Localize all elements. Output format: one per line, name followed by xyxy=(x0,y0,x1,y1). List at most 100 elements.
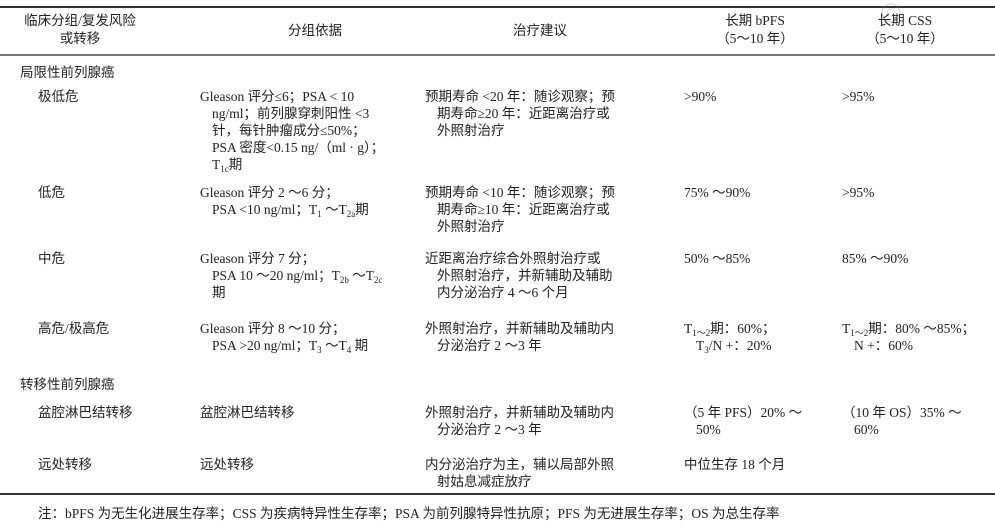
row-group: 高危/极高危 xyxy=(38,321,110,336)
basis-cell: Gleason 评分 2 ～6 分； PSA <10 ng/ml；T1 ～T2a期 xyxy=(200,184,415,219)
cell-line: Gleason 评分≤6；PSA < 10 xyxy=(200,89,355,104)
row-group: 中危 xyxy=(38,251,65,266)
table-note: 注：bPFS 为无生化进展生存率；CSS 为疾病特异性生存率；PSA 为前列腺特… xyxy=(38,506,780,521)
row-group: 盆腔淋巴结转移 xyxy=(38,405,133,420)
cell-line: 射姑息减症放疗 xyxy=(437,474,532,489)
cell-line: >95% xyxy=(842,185,875,200)
treatment-cell: 外照射治疗，并新辅助及辅助内分泌治疗 2 ～3 年 xyxy=(425,320,670,354)
cell-line: 外照射治疗，并新辅助及辅助内 xyxy=(425,321,614,336)
cell-line: 内分泌治疗 4 ～6 个月 xyxy=(437,285,569,300)
subscript: 3 xyxy=(704,345,709,355)
subscript: 2b xyxy=(339,275,349,285)
basis-cell: 远处转移 xyxy=(200,456,415,473)
subscript: 2a xyxy=(346,209,356,219)
header-col2: 分组依据 xyxy=(255,22,375,40)
cell-line: （5 年 PFS）20% ～ xyxy=(684,405,803,420)
bottom-rule xyxy=(0,493,995,495)
subscript: 1c xyxy=(220,164,229,174)
basis-cell: Gleason 评分≤6；PSA < 10 ng/ml；前列腺穿刺阳性 <3 针，每… xyxy=(200,88,415,174)
header-text: 长期 bPFS xyxy=(725,13,785,28)
cell-line: 中位生存 18 个月 xyxy=(684,457,786,472)
cell-line: T3/N +：20% xyxy=(696,338,772,355)
cell-line: 50% ～85% xyxy=(684,251,751,266)
cell-line: 近距离治疗综合外照射治疗或 xyxy=(425,251,601,266)
watermark-logo xyxy=(881,3,901,23)
cell-line: 盆腔淋巴结转移 xyxy=(200,405,295,420)
cell-line: 期 xyxy=(212,285,226,300)
header-col4: 长期 bPFS （5～10 年） xyxy=(690,12,820,48)
header-text: （5～10 年） xyxy=(716,31,794,46)
cell-line: 针，每针肿瘤成分≤50%； xyxy=(212,123,366,138)
cell-line: （10 年 OS）35% ～ xyxy=(842,405,962,420)
cell-line: 60% xyxy=(854,422,879,437)
cell-line: 远处转移 xyxy=(200,457,254,472)
cell-line: ng/ml；前列腺穿刺阳性 <3 xyxy=(212,106,370,121)
cell-line: 外照射治疗 xyxy=(437,219,505,234)
cell-line: T1c期 xyxy=(212,157,243,174)
treatment-cell: 内分泌治疗为主，辅以局部外照射姑息减症放疗 xyxy=(425,456,670,490)
css-cell: T1～2期：80% ～85%； N +：60% xyxy=(842,320,992,354)
cell-line: 预期寿命 <10 年：随诊观察；预 xyxy=(425,185,615,200)
bpfs-cell: >90% xyxy=(684,88,834,105)
header-col1: 临床分组/复发风险 或转移 xyxy=(10,12,150,48)
header-text: 长期 CSS xyxy=(877,13,933,28)
section-title: 局限性前列腺癌 xyxy=(20,65,115,80)
cell-line: 分泌治疗 2 ～3 年 xyxy=(437,338,542,353)
header-text: （5～10 年） xyxy=(866,31,944,46)
subscript: 1～2 xyxy=(850,328,869,338)
row-group: 低危 xyxy=(38,185,65,200)
header-col5: 长期 CSS （5～10 年） xyxy=(840,12,970,48)
cell-line: Gleason 评分 7 分； xyxy=(200,251,316,266)
css-cell: （10 年 OS）35% ～ 60% xyxy=(842,404,992,438)
subscript: 3 xyxy=(317,345,322,355)
subscript: 1 xyxy=(317,209,322,219)
cell-line: 外照射治疗，并新辅助及辅助内 xyxy=(425,405,614,420)
cell-line: PSA 10 ～20 ng/ml；T2b ～T2c xyxy=(212,268,383,285)
cell-line: 内分泌治疗为主，辅以局部外照 xyxy=(425,457,614,472)
cell-line: PSA >20 ng/ml；T3 ～T4 期 xyxy=(212,338,369,355)
bpfs-cell: （5 年 PFS）20% ～ 50% xyxy=(684,404,834,438)
basis-cell: Gleason 评分 7 分； PSA 10 ～20 ng/ml；T2b ～T2c… xyxy=(200,250,415,301)
treatment-cell: 预期寿命 <10 年：随诊观察；预期寿命≥10 年：近距离治疗或 外照射治疗 xyxy=(425,184,670,235)
cell-line: 50% xyxy=(696,422,721,437)
row-group: 极低危 xyxy=(38,89,79,104)
subscript: 1～2 xyxy=(692,328,711,338)
header-text: 或转移 xyxy=(59,31,101,46)
header-text: 分组依据 xyxy=(288,23,342,38)
cell-line: 期寿命≥20 年：近距离治疗或 xyxy=(437,106,610,121)
cell-line: 85% ～90% xyxy=(842,251,909,266)
cell-line: 外照射治疗，并新辅助及辅助 xyxy=(437,268,613,283)
cell-line: 期寿命≥10 年：近距离治疗或 xyxy=(437,202,610,217)
header-rule xyxy=(0,54,995,56)
basis-cell: 盆腔淋巴结转移 xyxy=(200,404,415,421)
cell-line: Gleason 评分 2 ～6 分； xyxy=(200,185,339,200)
css-cell: >95% xyxy=(842,88,992,105)
treatment-cell: 预期寿命 <20 年：随诊观察；预期寿命≥20 年：近距离治疗或 外照射治疗 xyxy=(425,88,670,139)
cell-line: T1～2期：60%； xyxy=(684,321,776,338)
treatment-cell: 近距离治疗综合外照射治疗或外照射治疗，并新辅助及辅助 内分泌治疗 4 ～6 个月 xyxy=(425,250,670,301)
subscript: 4 xyxy=(346,345,352,355)
row-group: 远处转移 xyxy=(38,457,92,472)
subscript: 2c xyxy=(374,275,383,285)
cell-line: 外照射治疗 xyxy=(437,123,505,138)
basis-cell: Gleason 评分 8 ～10 分； PSA >20 ng/ml；T3 ～T4 … xyxy=(200,320,415,355)
bpfs-cell: T1～2期：60%； T3/N +：20% xyxy=(684,320,834,355)
section-title: 转移性前列腺癌 xyxy=(20,377,115,392)
cell-line: N +：60% xyxy=(854,338,913,353)
cell-line: 75% ～90% xyxy=(684,185,751,200)
cell-line: >90% xyxy=(684,89,717,104)
cell-line: PSA 密度<0.15 ng/（ml · g）； xyxy=(212,140,385,155)
bpfs-cell: 中位生存 18 个月 xyxy=(684,456,834,473)
cell-line: 预期寿命 <20 年：随诊观察；预 xyxy=(425,89,615,104)
treatment-cell: 外照射治疗，并新辅助及辅助内分泌治疗 2 ～3 年 xyxy=(425,404,670,438)
cell-line: >95% xyxy=(842,89,875,104)
top-rule xyxy=(0,6,995,8)
header-text: 治疗建议 xyxy=(513,23,567,38)
cell-line: T1～2期：80% ～85%； xyxy=(842,321,976,338)
cell-line: Gleason 评分 8 ～10 分； xyxy=(200,321,346,336)
bpfs-cell: 75% ～90% xyxy=(684,184,834,201)
css-cell: 85% ～90% xyxy=(842,250,992,267)
cell-line: 分泌治疗 2 ～3 年 xyxy=(437,422,542,437)
header-text: 临床分组/复发风险 xyxy=(24,13,136,28)
bpfs-cell: 50% ～85% xyxy=(684,250,834,267)
